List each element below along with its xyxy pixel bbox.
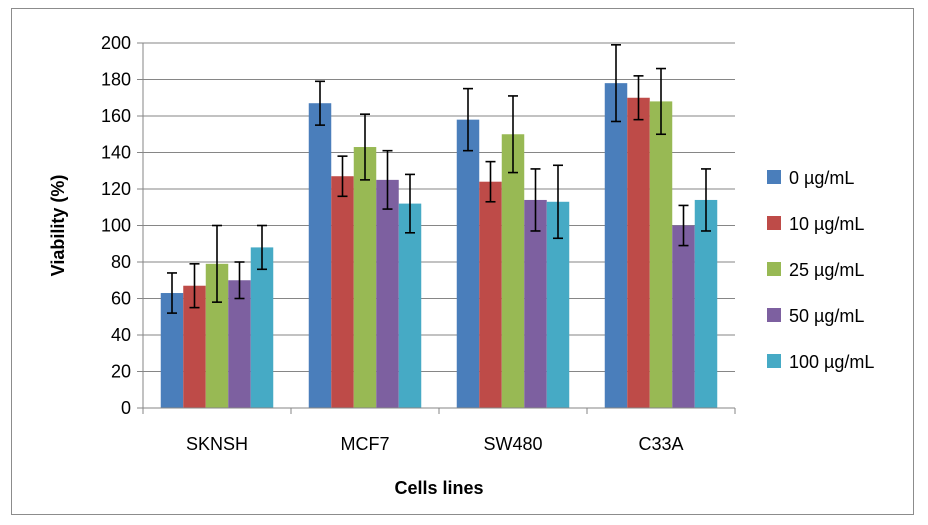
y-tick-label: 120 bbox=[101, 179, 131, 199]
legend-swatch bbox=[767, 216, 781, 230]
legend-label: 50 µg/mL bbox=[789, 306, 864, 326]
legend-swatch bbox=[767, 308, 781, 322]
bar bbox=[160, 293, 184, 408]
bar bbox=[205, 263, 229, 408]
legend-swatch bbox=[767, 170, 781, 184]
bar bbox=[479, 181, 502, 408]
y-tick-label: 140 bbox=[101, 143, 131, 163]
bar bbox=[331, 176, 354, 408]
bar bbox=[546, 201, 570, 408]
bar bbox=[308, 103, 332, 408]
y-tick-label: 60 bbox=[111, 289, 131, 309]
x-tick-label: MCF7 bbox=[341, 434, 390, 454]
bar bbox=[228, 280, 251, 408]
y-tick-label: 80 bbox=[111, 252, 131, 272]
bar bbox=[250, 247, 274, 408]
y-tick-label: 100 bbox=[101, 216, 131, 236]
y-tick-label: 40 bbox=[111, 325, 131, 345]
bar bbox=[353, 147, 377, 408]
legend-label: 0 µg/mL bbox=[789, 168, 854, 188]
legend: 0 µg/mL 10 µg/mL 25 µg/mL 50 µg/mL 100 µg/mL bbox=[767, 168, 874, 372]
bar bbox=[627, 97, 650, 408]
y-tick-label: 20 bbox=[111, 362, 131, 382]
x-axis-title: Cells lines bbox=[394, 478, 483, 498]
error-bars bbox=[167, 44, 711, 314]
y-tick-label: 0 bbox=[121, 398, 131, 418]
y-tick-label: 160 bbox=[101, 106, 131, 126]
x-tick-label: SKNSH bbox=[186, 434, 248, 454]
y-axis-title: Viability (%) bbox=[48, 175, 68, 277]
legend-label: 10 µg/mL bbox=[789, 214, 864, 234]
x-tick-label: SW480 bbox=[483, 434, 542, 454]
bar bbox=[183, 285, 206, 408]
bar-chart: 0 20 40 60 80 100 120 140 160 180 200 SKNSH MCF7 SW48… bbox=[48, 33, 874, 498]
bar bbox=[649, 101, 673, 409]
bar bbox=[376, 179, 399, 408]
bar bbox=[456, 119, 480, 409]
legend-swatch bbox=[767, 262, 781, 276]
legend-swatch bbox=[767, 354, 781, 368]
y-tick-label: 180 bbox=[101, 70, 131, 90]
legend-label: 100 µg/mL bbox=[789, 352, 874, 372]
bar bbox=[604, 83, 628, 409]
bar bbox=[672, 225, 695, 408]
bars bbox=[160, 83, 718, 409]
y-tick-label: 200 bbox=[101, 33, 131, 53]
bar bbox=[398, 203, 422, 408]
x-tick-label: C33A bbox=[638, 434, 683, 454]
bar bbox=[501, 134, 525, 408]
bar bbox=[524, 199, 547, 408]
axes: 0 20 40 60 80 100 120 140 160 180 200 SKNSH MCF7 SW48… bbox=[101, 33, 736, 454]
legend-label: 25 µg/mL bbox=[789, 260, 864, 280]
chart-area: 0 20 40 60 80 100 120 140 160 180 200 SKNSH MCF7 SW48… bbox=[11, 8, 914, 515]
bar bbox=[694, 199, 718, 408]
